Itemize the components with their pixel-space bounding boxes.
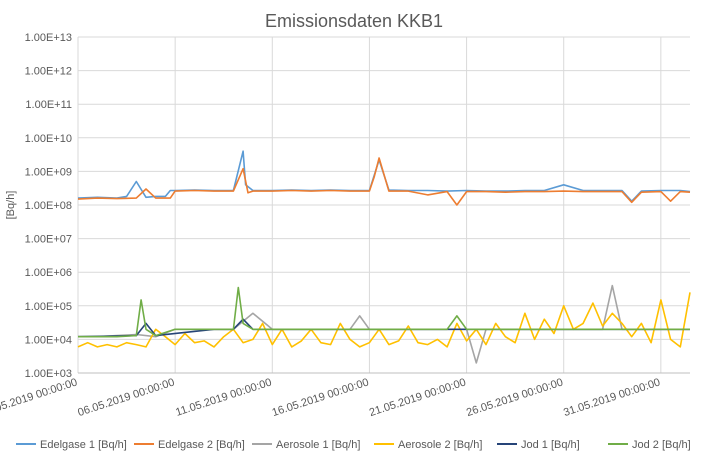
y-tick-label: 1.00E+05 bbox=[25, 301, 72, 313]
y-tick-label: 1.00E+08 bbox=[25, 200, 72, 212]
grid bbox=[77, 36, 690, 374]
y-tick-label: 1.00E+04 bbox=[25, 334, 72, 346]
y-axis-ticks: 1.00E+03 1.00E+04 1.00E+05 1.00E+06 1.00E+07… bbox=[25, 32, 72, 380]
y-tick-label: 1.00E+07 bbox=[25, 234, 72, 246]
legend-label: Aerosole 2 [Bq/h] bbox=[398, 439, 482, 451]
y-axis-label: [Bq/h] bbox=[5, 191, 17, 220]
y-tick-label: 1.00E+10 bbox=[25, 133, 72, 145]
series-line-2 bbox=[77, 157, 691, 206]
series-line-4 bbox=[77, 292, 691, 348]
legend-label: Jod 1 [Bq/h] bbox=[521, 439, 580, 451]
legend-label: Jod 2 [Bq/h] bbox=[632, 439, 691, 451]
legend: Edelgase 1 [Bq/h] Edelgase 2 [Bq/h] Aeroso… bbox=[16, 439, 691, 451]
legend-label: Aerosole 1 [Bq/h] bbox=[276, 439, 360, 451]
legend-label: Edelgase 1 [Bq/h] bbox=[40, 439, 127, 451]
y-tick-label: 1.00E+03 bbox=[25, 368, 72, 380]
y-tick-label: 1.00E+11 bbox=[25, 99, 72, 111]
y-tick-label: 1.00E+13 bbox=[25, 32, 72, 44]
y-tick-label: 1.00E+12 bbox=[25, 66, 72, 78]
chart-title: Emissionsdaten KKB1 bbox=[265, 11, 443, 31]
series-layer bbox=[77, 150, 691, 364]
y-tick-label: 1.00E+09 bbox=[25, 166, 72, 178]
y-tick-label: 1.00E+06 bbox=[25, 267, 72, 279]
legend-label: Edelgase 2 [Bq/h] bbox=[158, 439, 245, 451]
series-line-6 bbox=[78, 286, 690, 338]
